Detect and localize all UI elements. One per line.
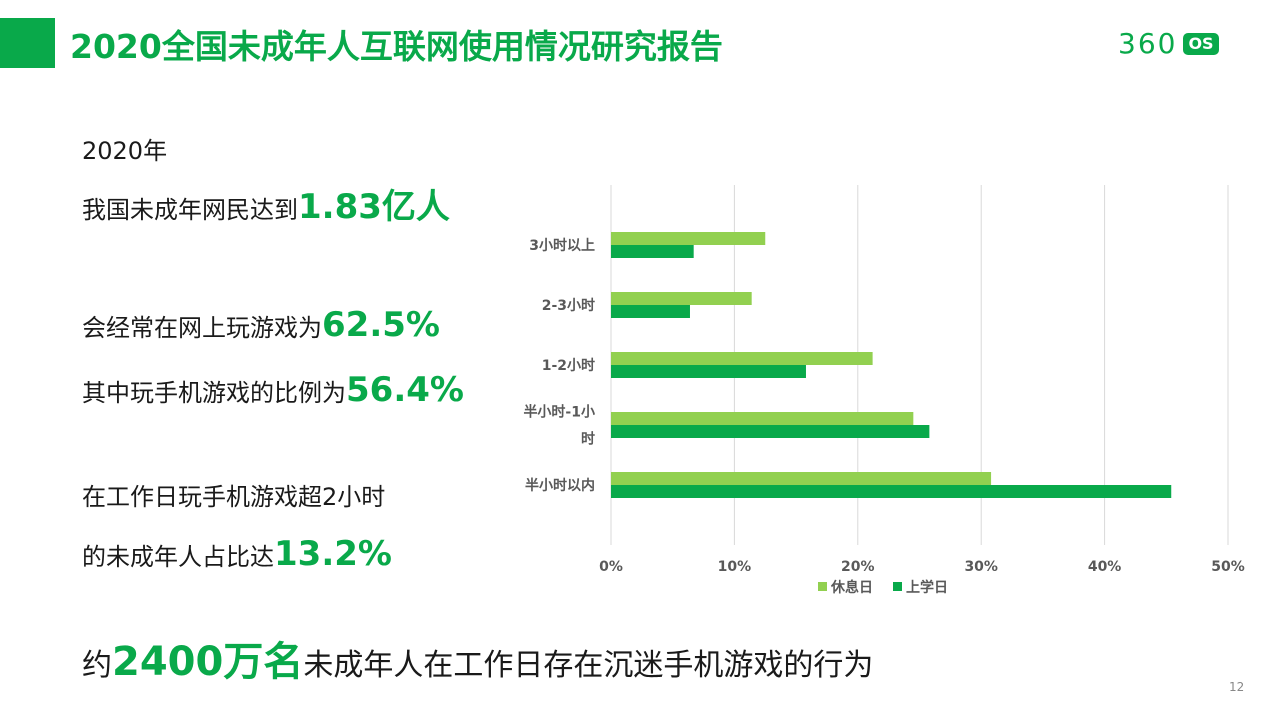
conclusion-value: 2400万名 (112, 639, 304, 685)
stat-mobile-gaming-text: 其中玩手机游戏的比例为 (82, 379, 346, 407)
stat-weekday-ratio-text: 的未成年人占比达 (82, 543, 274, 571)
playtime-bar-chart: 0% 10% 20% 30% 40% 50% 3小时以上 2-3小时 1-2小时半小时-1小时半… (523, 185, 1245, 596)
legend-label: 休息日 (830, 579, 873, 596)
category-label: 半小时以内 (525, 477, 595, 494)
x-tick-label: 0% (599, 559, 623, 575)
stat-weekday-ratio-value: 13.2% (274, 534, 392, 574)
page-number: 12 (1229, 680, 1245, 694)
legend-label: 上学日 (906, 579, 948, 596)
logo-badge: OS (1183, 33, 1219, 55)
x-tick-label: 40% (1088, 559, 1122, 575)
bar (611, 412, 914, 425)
conclusion-line: 约2400万名未成年人在工作日存在沉迷手机游戏的行为 (82, 638, 873, 690)
stat-mobile-gaming: 其中玩手机游戏的比例为56.4% (82, 373, 464, 410)
stat-gaming-text: 会经常在网上玩游戏为 (82, 314, 322, 342)
conclusion-prefix: 约 (82, 648, 112, 683)
bar (611, 485, 1172, 498)
bar (611, 425, 930, 438)
title-accent-block (0, 18, 55, 68)
bar (611, 232, 766, 245)
bar (611, 305, 690, 318)
brand-logo: 360 OS (1118, 30, 1219, 58)
legend-swatch (818, 582, 827, 591)
stat-gaming-value: 62.5% (322, 305, 440, 345)
stat-netizens-text: 我国未成年网民达到 (82, 196, 298, 224)
bar (611, 365, 806, 378)
x-tick-label: 20% (841, 559, 875, 575)
bar (611, 352, 873, 365)
bar (611, 245, 694, 258)
stat-netizens: 我国未成年网民达到1.83亿人 (82, 190, 450, 227)
x-tick-label: 50% (1211, 559, 1245, 575)
category-label: 2-3小时 (542, 297, 595, 314)
category-label: 时 (581, 431, 595, 448)
stat-gaming: 会经常在网上玩游戏为62.5% (82, 308, 440, 345)
stat-mobile-gaming-value: 56.4% (346, 370, 464, 410)
legend-swatch (893, 582, 902, 591)
x-tick-label: 30% (964, 559, 998, 575)
stat-year: 2020年 (82, 137, 168, 165)
stat-netizens-value: 1.83亿人 (298, 187, 450, 227)
slide-title: 2020全国未成年人互联网使用情况研究报告 (70, 27, 723, 66)
x-tick-label: 10% (718, 559, 752, 575)
category-label: 半小时-1小 (523, 404, 595, 421)
bar (611, 292, 752, 305)
stat-weekday-ratio: 的未成年人占比达13.2% (82, 537, 392, 574)
bar (611, 472, 992, 485)
category-label: 3小时以上 (529, 237, 595, 254)
stat-weekday-text: 在工作日玩手机游戏超2小时 (82, 483, 386, 511)
conclusion-suffix: 未成年人在工作日存在沉迷手机游戏的行为 (303, 648, 874, 683)
logo-number: 360 (1118, 27, 1178, 60)
category-label: 1-2小时 (542, 357, 595, 374)
